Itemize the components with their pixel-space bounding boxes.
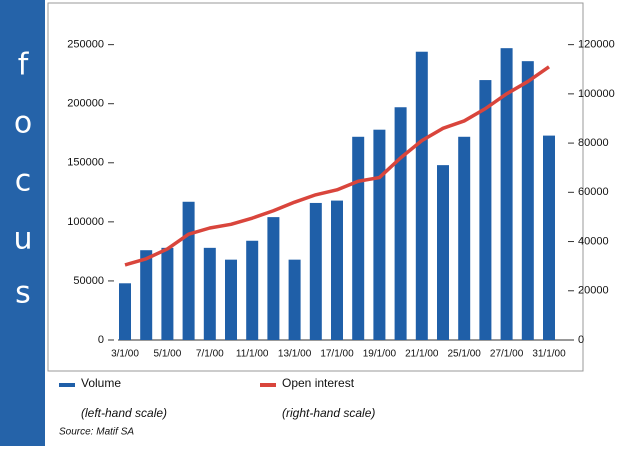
x-tick-label: 11/1/00 [236, 349, 269, 360]
x-tick-label: 13/1/00 [278, 349, 312, 360]
bar [479, 80, 492, 341]
y2-tick-label: 120000 [578, 39, 615, 51]
x-tick-label: 25/1/00 [448, 349, 482, 360]
bar [352, 136, 365, 340]
sidebar-letter: c [15, 164, 32, 199]
bar [458, 136, 471, 340]
y2-tick-label: 60000 [578, 186, 609, 198]
bar [119, 283, 131, 340]
x-tick-label: 7/1/00 [196, 349, 224, 360]
bar [437, 165, 449, 340]
legend-label: Open interest [282, 376, 355, 390]
bar [331, 200, 343, 340]
y-tick-label: 250000 [67, 39, 104, 51]
bar [543, 135, 555, 340]
y2-tick-label: 20000 [578, 285, 609, 297]
sidebar-letter: s [15, 276, 31, 311]
y-tick-label: 0 [98, 334, 104, 346]
y2-tick-label: 80000 [578, 137, 609, 149]
source: Source: Matif SA [59, 427, 134, 438]
legend-label: Volume [81, 376, 121, 390]
bar [521, 61, 534, 340]
sidebar [0, 0, 45, 446]
y-tick-label: 50000 [73, 275, 104, 287]
bar [246, 240, 259, 340]
line [124, 65, 551, 267]
x-tick-label: 21/1/00 [405, 349, 439, 360]
bar [140, 250, 153, 340]
sidebar-letter: f [18, 48, 30, 83]
x-tick-label: 17/1/00 [320, 349, 354, 360]
legend-note: (right-hand scale) [282, 406, 375, 420]
y-tick-label: 150000 [67, 157, 104, 169]
y-tick-label: 200000 [67, 98, 104, 110]
x-tick-label: 5/1/00 [153, 349, 181, 360]
bar [182, 201, 195, 340]
bar [161, 247, 174, 340]
bar [309, 202, 322, 340]
sidebar-letter: u [13, 222, 32, 257]
bar [288, 259, 301, 340]
bar [373, 129, 386, 340]
bar [415, 51, 428, 341]
bar [203, 247, 216, 340]
bar [394, 107, 407, 341]
x-tick-label: 31/1/00 [532, 349, 566, 360]
x-tick-label: 19/1/00 [363, 349, 397, 360]
bar [500, 48, 513, 340]
chart-frame [47, 2, 584, 372]
bar [267, 217, 280, 340]
bar [225, 259, 237, 340]
y2-tick-label: 100000 [578, 88, 615, 100]
sidebar-letter: o [14, 106, 32, 141]
legend-note: (left-hand scale) [81, 406, 167, 420]
y2-tick-label: 40000 [578, 235, 609, 247]
x-tick-label: 3/1/00 [111, 349, 139, 360]
y-tick-label: 100000 [67, 216, 104, 228]
y2-tick-label: 0 [578, 334, 584, 346]
x-tick-label: 27/1/00 [490, 349, 524, 360]
